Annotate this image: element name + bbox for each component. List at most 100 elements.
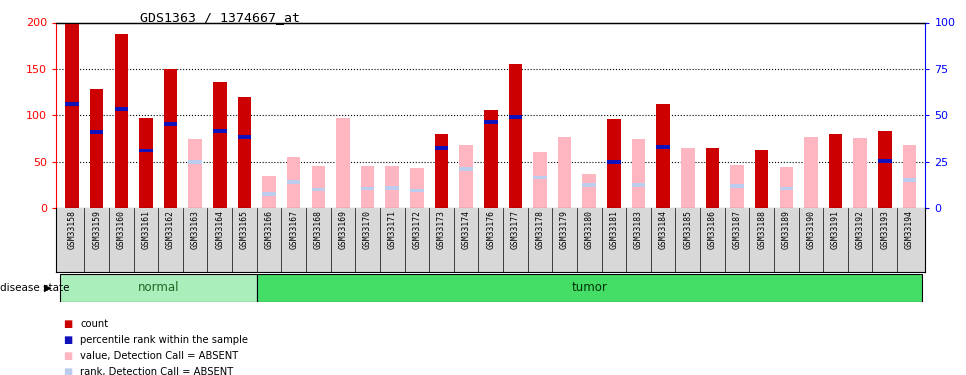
Bar (780, 187, 793, 190)
Bar (508, 116, 523, 119)
Bar (435, 146, 448, 150)
Bar (164, 122, 178, 126)
Bar (213, 82, 227, 208)
Bar (385, 166, 399, 208)
Text: GSM33190: GSM33190 (807, 210, 815, 249)
Bar (361, 187, 375, 190)
Text: GSM33185: GSM33185 (683, 210, 693, 249)
Bar (435, 134, 448, 208)
Bar (557, 136, 571, 208)
Text: GSM33163: GSM33163 (190, 210, 200, 249)
Bar (115, 34, 128, 208)
Text: rank, Detection Call = ABSENT: rank, Detection Call = ABSENT (80, 367, 234, 375)
Bar (90, 89, 103, 208)
Text: GSM33177: GSM33177 (511, 210, 520, 249)
Text: value, Detection Call = ABSENT: value, Detection Call = ABSENT (80, 351, 239, 361)
Bar (878, 131, 892, 208)
Bar (411, 168, 424, 208)
Text: percentile rank within the sample: percentile rank within the sample (80, 335, 248, 345)
Bar (878, 159, 892, 163)
Bar (508, 64, 523, 208)
Text: GSM33166: GSM33166 (265, 210, 273, 249)
Bar (705, 148, 719, 208)
Text: ■: ■ (63, 320, 72, 329)
Bar (730, 184, 744, 188)
Bar (730, 165, 744, 208)
Bar (533, 176, 547, 179)
Text: GDS1363 / 1374667_at: GDS1363 / 1374667_at (140, 11, 300, 24)
Text: GSM33171: GSM33171 (387, 210, 397, 249)
Text: GSM33172: GSM33172 (412, 210, 421, 249)
Text: GSM33162: GSM33162 (166, 210, 175, 249)
Bar (263, 176, 276, 208)
Text: GSM33164: GSM33164 (215, 210, 224, 249)
Bar (238, 135, 251, 138)
Text: GSM33176: GSM33176 (486, 210, 496, 249)
Text: count: count (80, 320, 108, 329)
Bar (188, 160, 202, 164)
Bar (115, 107, 128, 111)
Bar (582, 174, 596, 208)
Bar (902, 145, 916, 208)
Bar (164, 69, 178, 208)
Bar (829, 134, 842, 208)
Bar (754, 150, 768, 208)
Bar (484, 110, 497, 208)
Bar (656, 104, 669, 208)
Bar (385, 186, 399, 190)
Bar (853, 138, 867, 208)
Text: GSM33188: GSM33188 (757, 210, 766, 249)
Bar (459, 167, 473, 171)
Bar (902, 178, 916, 182)
Text: GSM33161: GSM33161 (141, 210, 151, 249)
Bar (780, 167, 793, 208)
Text: GSM33178: GSM33178 (535, 210, 545, 249)
Text: GSM33193: GSM33193 (880, 210, 890, 249)
Bar (533, 152, 547, 208)
Bar (257, 274, 922, 302)
Text: normal: normal (137, 281, 179, 294)
Bar (263, 192, 276, 196)
Bar (459, 145, 473, 208)
Bar (312, 188, 326, 191)
Bar (582, 183, 596, 187)
Text: GSM33184: GSM33184 (659, 210, 668, 249)
Text: GSM33167: GSM33167 (289, 210, 298, 249)
Bar (312, 166, 326, 208)
Bar (287, 157, 300, 208)
Bar (139, 149, 153, 152)
Text: GSM33180: GSM33180 (584, 210, 594, 249)
Bar (60, 274, 257, 302)
Text: GSM33189: GSM33189 (781, 210, 791, 249)
Text: GSM33173: GSM33173 (437, 210, 446, 249)
Text: GSM33160: GSM33160 (117, 210, 126, 249)
Bar (361, 166, 375, 208)
Text: GSM33186: GSM33186 (708, 210, 717, 249)
Bar (804, 136, 817, 208)
Bar (632, 183, 645, 187)
Text: ■: ■ (63, 367, 72, 375)
Text: GSM33192: GSM33192 (856, 210, 865, 249)
Text: GSM33170: GSM33170 (363, 210, 372, 249)
Text: GSM33179: GSM33179 (560, 210, 569, 249)
Bar (66, 22, 79, 208)
Bar (336, 118, 350, 208)
Text: GSM33181: GSM33181 (610, 210, 618, 249)
Text: GSM33174: GSM33174 (462, 210, 470, 249)
Bar (632, 138, 645, 208)
Text: ■: ■ (63, 335, 72, 345)
Bar (607, 160, 620, 164)
Text: disease state: disease state (0, 283, 70, 293)
Bar (681, 148, 695, 208)
Bar (66, 102, 79, 106)
Bar (656, 145, 669, 149)
Bar (411, 189, 424, 192)
Bar (139, 118, 153, 208)
Text: GSM33183: GSM33183 (634, 210, 643, 249)
Bar (607, 119, 620, 208)
Text: GSM33165: GSM33165 (240, 210, 249, 249)
Text: GSM33158: GSM33158 (68, 210, 76, 249)
Bar (238, 97, 251, 208)
Bar (213, 129, 227, 133)
Bar (484, 120, 497, 124)
